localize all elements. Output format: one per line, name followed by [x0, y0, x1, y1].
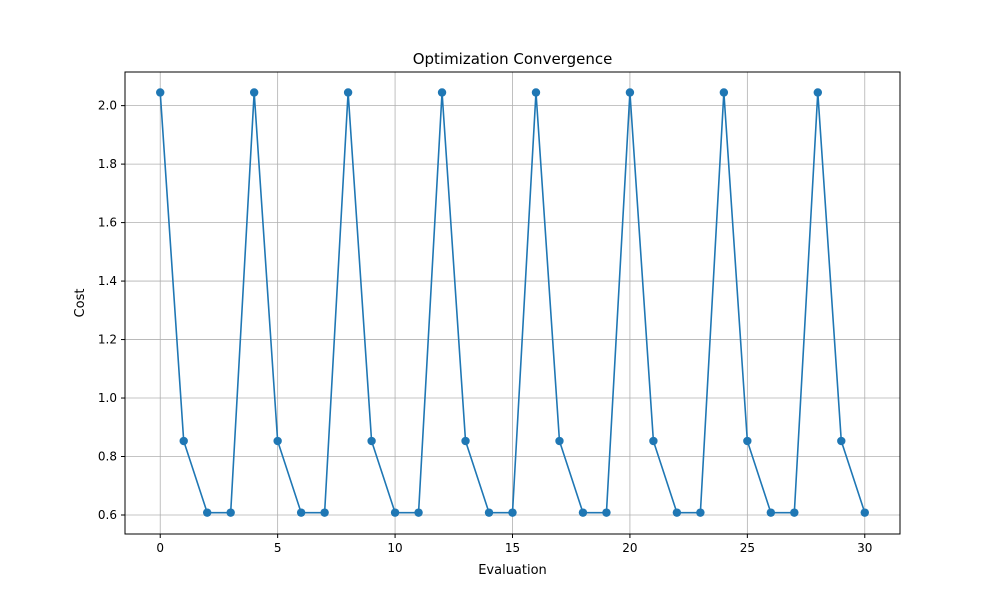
data-point [578, 508, 588, 517]
data-point [719, 88, 729, 97]
data-point [156, 88, 165, 97]
data-point [367, 436, 376, 446]
data-point [743, 436, 752, 446]
data-point [696, 508, 705, 517]
data-point [414, 508, 423, 517]
data-point [249, 88, 259, 97]
y-tick-label: 1.4 [98, 274, 117, 288]
data-point [320, 508, 329, 517]
data-point [461, 436, 470, 446]
x-tick-label: 25 [740, 541, 755, 555]
x-tick-label: 15 [505, 541, 520, 555]
data-point [860, 508, 869, 517]
data-point [296, 508, 306, 517]
data-point [508, 508, 517, 517]
data-point [484, 508, 494, 517]
data-point [273, 436, 282, 446]
data-point [790, 508, 799, 517]
x-tick-label: 5 [274, 541, 282, 555]
y-axis-label: Cost [73, 289, 88, 318]
chart-title: Optimization Convergence [413, 50, 613, 68]
data-point [343, 88, 353, 97]
data-point [437, 88, 447, 97]
plot-frame [124, 71, 901, 535]
y-tick-label: 2.0 [98, 99, 117, 113]
y-tick-label: 1.0 [98, 391, 117, 405]
x-tick-label: 20 [622, 541, 637, 555]
x-axis-label: Evaluation [478, 563, 547, 578]
data-point [202, 508, 212, 517]
data-point [602, 508, 611, 517]
data-point [813, 88, 823, 97]
data-point [179, 436, 188, 446]
grid [125, 72, 900, 534]
x-tick-label: 0 [156, 541, 164, 555]
data-point [390, 508, 400, 517]
data-point [531, 88, 541, 97]
data-point [837, 436, 846, 446]
x-tick-label: 30 [857, 541, 872, 555]
data-point [649, 436, 658, 446]
ticks: 0 5 10 15 20 25 30 0.6 0.8 1.0 1.2 1.4 1.6 1.8 2.0 [98, 99, 873, 555]
data-point [625, 88, 635, 97]
y-tick-label: 1.2 [98, 333, 117, 347]
y-tick-label: 0.8 [98, 450, 117, 464]
data-point [672, 508, 682, 517]
x-tick-label: 10 [387, 541, 402, 555]
data-point [766, 508, 776, 517]
y-tick-label: 0.6 [98, 508, 117, 522]
data-point [555, 436, 564, 446]
series-layer [156, 88, 869, 517]
y-tick-label: 1.8 [98, 157, 117, 171]
y-tick-label: 1.6 [98, 216, 117, 230]
data-point [226, 508, 235, 517]
